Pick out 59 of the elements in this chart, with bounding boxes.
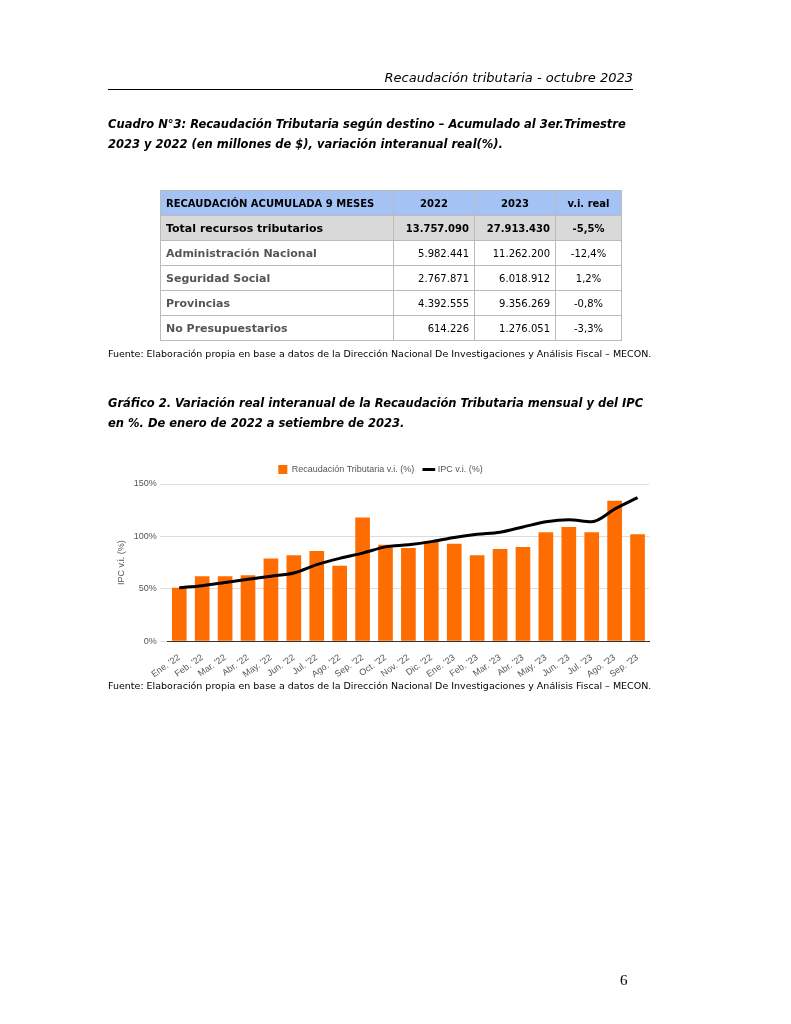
data-label: 13.757.090 <box>393 215 475 241</box>
source-note: Fuente: Elaboración propia en base a datos de la Dirección Nacional De Investigaciones y Análisis Fiscal – MECON. <box>108 348 652 359</box>
y-tick-label: 150% <box>133 478 157 489</box>
y-tick-label: 0% <box>143 635 157 646</box>
source-note: Fuente: Elaboración propia en base a datos de la Dirección Nacional De Investigaciones y Análisis Fiscal – MECON. <box>108 680 652 691</box>
bar <box>492 548 508 641</box>
bar <box>194 576 210 641</box>
data-label: 2.767.871 <box>393 265 475 291</box>
text: RECAUDACIÓN ACUMULADA 9 MESES <box>160 190 394 216</box>
data-label: 4.392.555 <box>393 290 475 316</box>
category-label: Administración Nacional <box>160 240 394 266</box>
data-label: -0,8% <box>555 290 622 316</box>
data-label: 11.262.200 <box>474 240 556 266</box>
bar <box>446 543 462 641</box>
bar <box>630 534 645 641</box>
line-series <box>177 496 640 590</box>
y-tick-label: 100% <box>133 530 157 541</box>
series-label: v.i. real <box>555 190 622 216</box>
data-label: 1,2% <box>555 265 622 291</box>
bar <box>515 546 531 641</box>
text: Cuadro N°3: Recaudación Tributaria según destino – Acumulado al 3er.Trimestre 2023 y 2022 (en millones de $), variación interanual real(%). <box>108 116 627 153</box>
bar <box>171 587 187 641</box>
y-axis-title: IPC v.i. (%) <box>115 540 126 586</box>
bar <box>538 532 554 641</box>
bar <box>584 532 600 641</box>
bar <box>423 541 439 641</box>
data-label: 9.356.269 <box>474 290 556 316</box>
text: Recaudación tributaria - octubre 2023 <box>108 70 633 90</box>
category-label: Seguridad Social <box>160 265 394 291</box>
y-tick-label: 50% <box>138 583 157 594</box>
bar <box>378 544 393 641</box>
data-label: -3,3% <box>555 315 622 341</box>
bar <box>561 526 577 641</box>
category-label: Provincias <box>160 290 394 316</box>
legend-label: Recaudación Tributaria v.i. (%) <box>291 463 415 474</box>
bar <box>286 555 302 641</box>
bar <box>263 558 279 641</box>
series-label: 2022 <box>393 190 475 216</box>
data-label: 6.018.912 <box>474 265 556 291</box>
bar <box>401 547 416 641</box>
series-label: 2023 <box>474 190 556 216</box>
text: 6 <box>620 972 628 989</box>
bar <box>240 575 256 641</box>
bar <box>469 555 485 641</box>
category-label: No Presupuestarios <box>160 315 394 341</box>
bar <box>355 517 370 641</box>
data-label: -5,5% <box>555 215 622 241</box>
legend-label: IPC v.i. (%) <box>437 463 483 474</box>
data-label: 27.913.430 <box>474 215 556 241</box>
bar <box>607 500 622 641</box>
data-label: -12,4% <box>555 240 622 266</box>
bar <box>332 565 347 641</box>
data-label: 5.982.441 <box>393 240 475 266</box>
data-label: 614.226 <box>393 315 475 341</box>
chart-title: Gráfico 2. Variación real interanual de la Recaudación Tributaria mensual y del IPC en %. De enero de 2022 a setiembre de 2023. <box>108 395 645 432</box>
category-label: Total recursos tributarios <box>160 215 394 241</box>
bar <box>217 576 233 641</box>
data-label: 1.276.051 <box>474 315 556 341</box>
bar <box>309 551 325 641</box>
